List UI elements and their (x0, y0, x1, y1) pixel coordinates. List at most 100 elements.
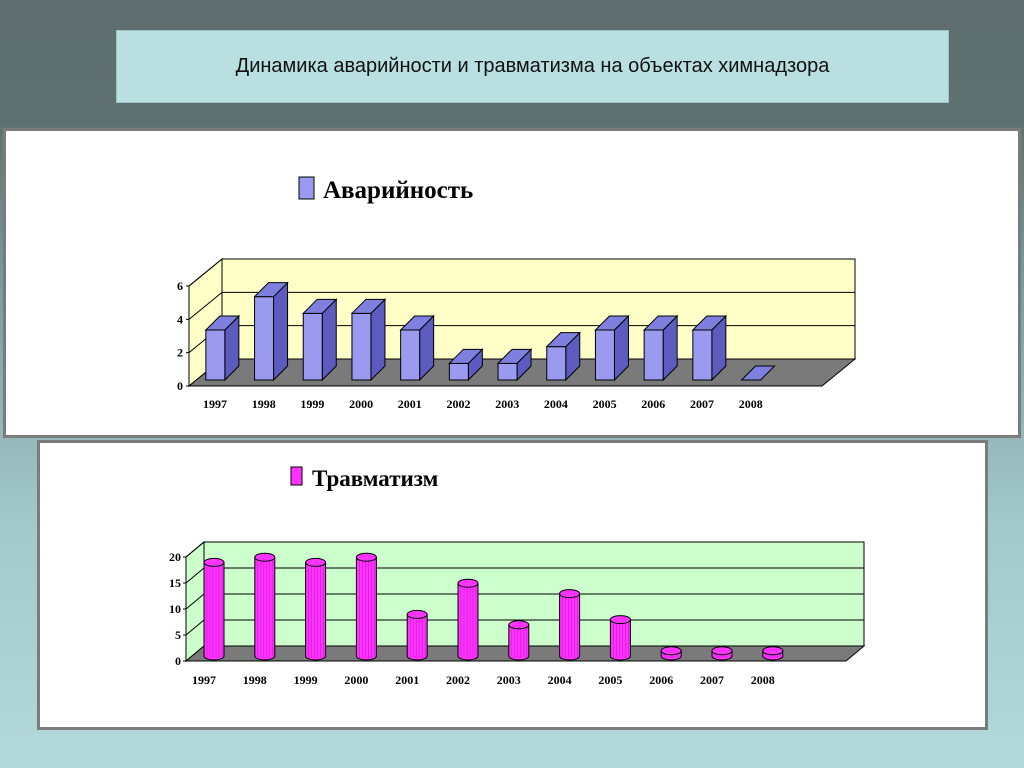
gridline (185, 541, 864, 558)
bar (204, 314, 241, 382)
x-tick-label: 2004 (548, 673, 572, 687)
bar-top (448, 348, 484, 364)
bar-front (546, 346, 567, 381)
bar-top (253, 282, 289, 298)
bar-top (457, 578, 479, 588)
bar-top (406, 609, 428, 619)
x-tick-label: 1997 (192, 673, 216, 687)
y-tick-label: 0 (175, 654, 181, 668)
injuries-chart: Травматизм 0 5 10 15 20 1997 1998 1999 2000 2001… (169, 466, 866, 687)
x-tick-label: 2005 (593, 397, 617, 411)
x-tick-label: 2000 (349, 397, 373, 411)
accidents-chart: Аварийность 0 2 4 6 1997 1998 1999 2000 2001 200… (177, 176, 857, 411)
x-tick-label: 2006 (641, 397, 665, 411)
x-tick-label: 1997 (203, 397, 227, 411)
x-tick-label: 2007 (700, 673, 724, 687)
bar-top (711, 646, 733, 656)
x-tick-label: 2002 (447, 397, 471, 411)
x-tick-label: 2001 (395, 673, 419, 687)
bar-side (273, 281, 289, 382)
bar (203, 557, 225, 661)
gridline (188, 291, 855, 320)
legend-swatch (298, 176, 315, 200)
gridline (188, 258, 855, 287)
x-tick-label: 2001 (398, 397, 422, 411)
bar-front (643, 329, 664, 381)
page-title: Динамика аварийности и травматизма на об… (235, 55, 830, 77)
bar-top (609, 615, 631, 625)
bar-front (400, 329, 421, 381)
x-tick-label: 2008 (751, 673, 775, 687)
bar (457, 578, 479, 661)
bar (508, 620, 530, 661)
bar-front (594, 329, 615, 381)
bar (448, 348, 484, 382)
bar (711, 646, 733, 661)
bar (559, 589, 581, 661)
x-tick-label: 1999 (294, 673, 318, 687)
bar-top (508, 620, 530, 630)
bar-top (355, 552, 377, 562)
y-tick-label: 4 (177, 312, 183, 326)
bar-top (496, 348, 533, 364)
bar-top (740, 365, 776, 381)
bar-front (497, 362, 518, 381)
x-tick-label: 2003 (495, 397, 519, 411)
bar-top (642, 315, 679, 331)
x-tick-label: 1998 (252, 397, 276, 411)
chart-panel-injuries: Травматизм 0 5 10 15 20 1997 1998 1999 2000 2001… (37, 440, 988, 730)
bar (253, 281, 289, 382)
y-tick-label: 6 (177, 279, 183, 293)
y-tick-label: 0 (177, 379, 183, 393)
bar (305, 557, 327, 661)
bar-front (448, 362, 469, 381)
bar (691, 314, 728, 382)
bar-top (305, 557, 327, 567)
bar (254, 552, 276, 661)
x-tick-label: 2004 (544, 397, 568, 411)
bar (355, 552, 377, 661)
bar (642, 314, 679, 382)
bar-top (594, 315, 630, 331)
x-tick-label: 2005 (598, 673, 622, 687)
bar (496, 348, 533, 382)
bar-front (692, 329, 713, 381)
bar (302, 298, 338, 382)
title-box: Динамика аварийности и травматизма на об… (116, 30, 949, 103)
bar-front (351, 312, 372, 381)
bar (594, 314, 630, 382)
bar-top (545, 332, 581, 348)
bar (399, 314, 435, 382)
bar-top (302, 298, 338, 314)
bar-top (559, 589, 581, 599)
bar-top (691, 315, 728, 331)
y-tick-label: 5 (175, 628, 181, 642)
x-tick-label: 1998 (243, 673, 267, 687)
x-tick-label: 2007 (690, 397, 714, 411)
chart-panel-accidents: Аварийность 0 2 4 6 1997 1998 1999 2000 2001 200… (3, 128, 1021, 438)
bar (740, 365, 776, 381)
bar (762, 646, 784, 661)
chart-legend: Аварийность (298, 176, 473, 204)
x-tick-label: 2002 (446, 673, 470, 687)
bar-top (254, 552, 276, 562)
y-tick-label: 15 (169, 576, 181, 590)
x-tick-label: 2006 (649, 673, 673, 687)
bar-top (762, 646, 784, 656)
bar (545, 331, 581, 382)
y-tick-label: 10 (169, 602, 181, 616)
y-tick-label: 2 (177, 346, 183, 360)
bar (609, 615, 631, 661)
bar (406, 609, 428, 661)
y-tick-label: 20 (169, 550, 181, 564)
x-tick-label: 1999 (300, 397, 324, 411)
x-tick-label: 2003 (497, 673, 521, 687)
x-tick-label: 2000 (344, 673, 368, 687)
bar (660, 646, 682, 661)
bar-top (203, 557, 225, 567)
bar-front (254, 296, 275, 381)
bar (350, 298, 387, 382)
legend-label: Травматизм (312, 466, 438, 491)
chart-legend: Травматизм (290, 466, 438, 491)
legend-swatch (290, 466, 303, 486)
